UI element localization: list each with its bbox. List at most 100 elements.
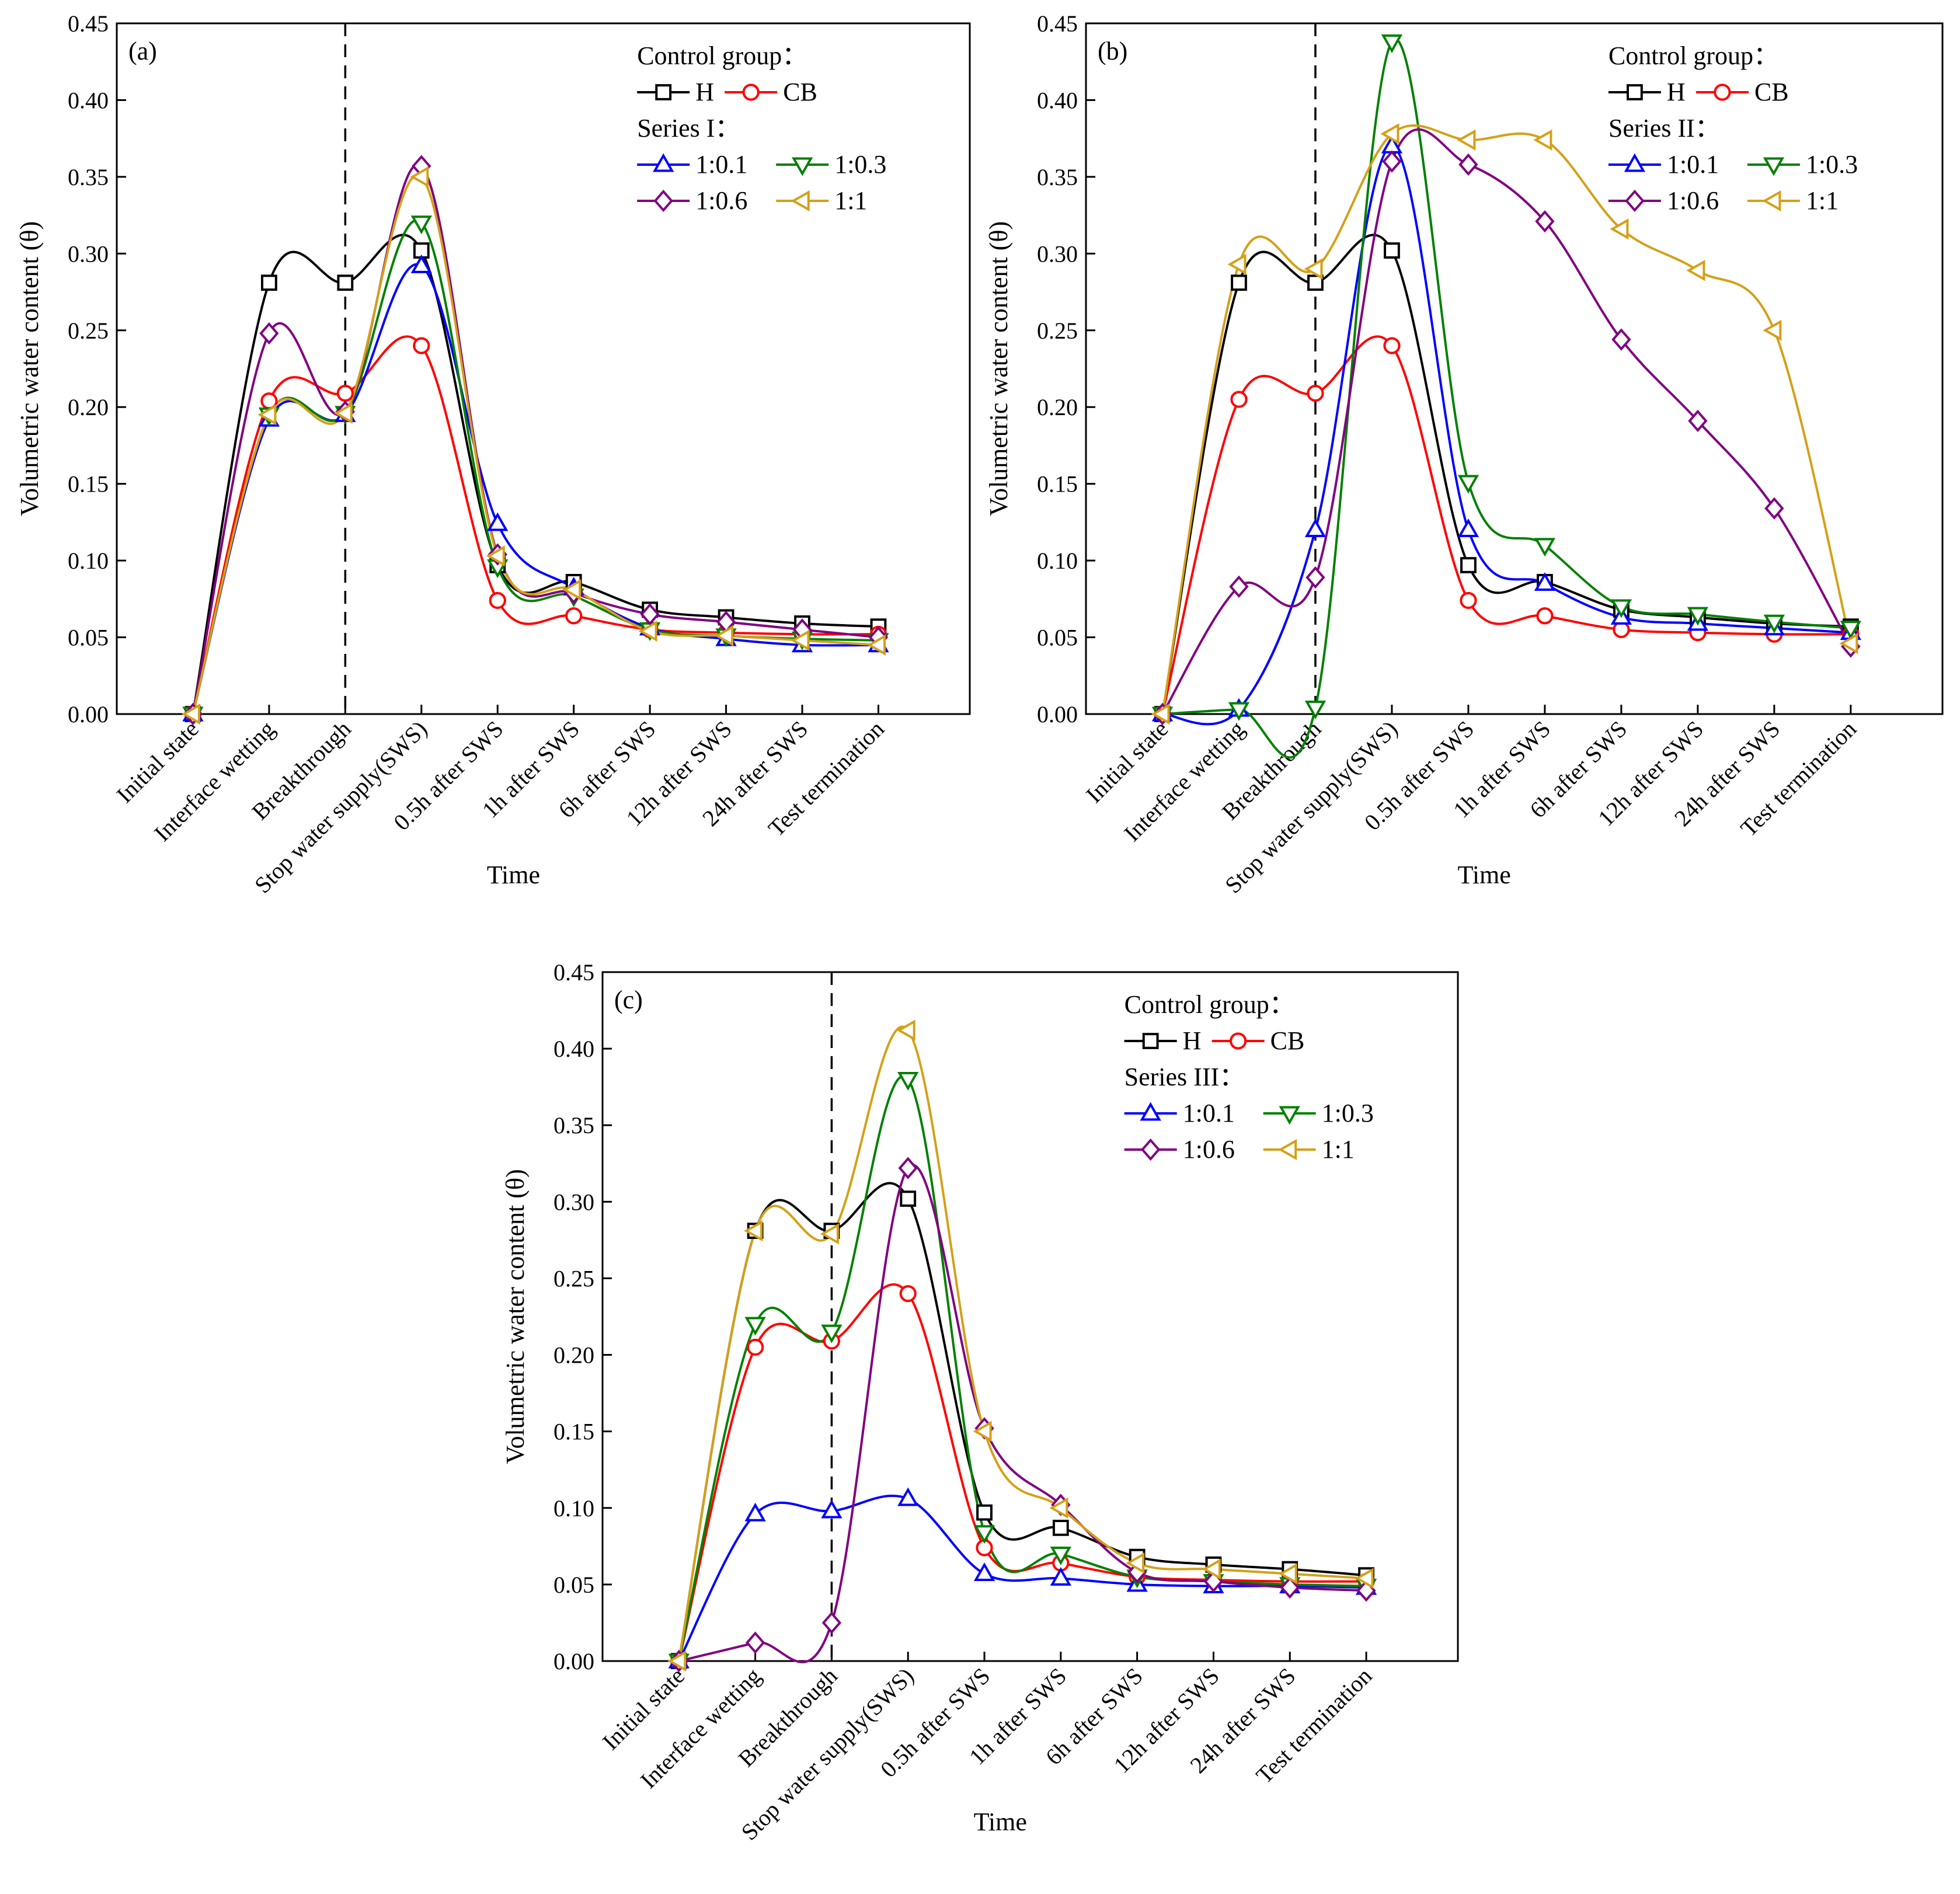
point-1-0-6 [1535, 210, 1555, 233]
point-h [1231, 274, 1247, 291]
point-1-0-1 [487, 512, 509, 531]
legend-marker-h [655, 84, 672, 100]
point-1-0-1 [410, 254, 432, 273]
legend-label-1-0-3: 1:0.3 [1806, 150, 1858, 179]
point-1-1 [896, 1019, 915, 1041]
point-1-1 [181, 703, 200, 725]
point-h [1384, 242, 1400, 259]
point-1-0-6 [898, 1157, 918, 1179]
legend-marker-h [1626, 84, 1643, 100]
point-1-1 [1763, 319, 1782, 341]
point-1-1 [1202, 1558, 1221, 1580]
y-tick-label: 0.35 [1037, 164, 1078, 190]
point-1-0-6 [1764, 497, 1784, 520]
point-cb [489, 591, 506, 610]
series-line-1-0-1 [678, 1495, 1367, 1662]
point-1-0-3 [1228, 702, 1250, 721]
series-line-1-0-3 [1162, 38, 1851, 759]
point-1-0-3 [973, 1525, 995, 1544]
legend-marker-1-0-1 [1624, 153, 1646, 172]
y-tick-label: 0.25 [68, 318, 109, 344]
point-1-1 [744, 1220, 763, 1242]
legend-marker-cb [1230, 1032, 1247, 1050]
point-h [1460, 557, 1477, 573]
y-tick-label: 0.45 [1037, 11, 1078, 37]
y-tick-label: 0.45 [553, 959, 594, 986]
legend-label-1-1: 1:1 [1806, 186, 1839, 215]
point-1-1 [1355, 1568, 1374, 1589]
legend-marker-1-1 [1278, 1139, 1297, 1161]
y-axis-title: Volumetric water content (θ) [984, 221, 1013, 516]
point-1-1 [486, 545, 505, 567]
point-1-1 [1610, 218, 1629, 240]
legend-marker-1-0-6 [1625, 189, 1645, 213]
legend-label-h: H [1667, 78, 1686, 106]
y-tick-label: 0.25 [1037, 318, 1078, 344]
y-tick-label: 0.25 [553, 1265, 594, 1291]
legend-label-1-0-1: 1:0.1 [695, 150, 747, 179]
x-axis-title: Time [1457, 861, 1510, 889]
point-1-1 [1227, 253, 1247, 275]
point-1-1 [562, 579, 582, 601]
point-1-0-6 [1280, 1576, 1300, 1599]
legend-label-h: H [1183, 1026, 1202, 1055]
legend-marker-1-0-1 [1140, 1102, 1161, 1121]
point-1-0-1 [973, 1562, 995, 1582]
legend-series-title: Series I： [637, 114, 740, 142]
point-cb [899, 1285, 917, 1303]
point-1-0-6 [640, 603, 660, 626]
y-tick-label: 0.35 [553, 1112, 594, 1139]
legend-series-title: Series II： [1609, 114, 1721, 142]
point-h [337, 274, 354, 291]
legend-label-1-0-6: 1:0.6 [1183, 1135, 1235, 1164]
point-1-1 [973, 1420, 992, 1442]
legend-label-cb: CB [1754, 78, 1789, 106]
y-tick-label: 0.05 [68, 625, 109, 651]
y-tick-label: 0.45 [68, 11, 109, 37]
y-tick-label: 0.30 [68, 241, 109, 267]
point-cb [1460, 591, 1477, 610]
point-h [900, 1190, 917, 1207]
point-1-0-3 [1381, 34, 1403, 53]
legend-label-1-0-6: 1:0.6 [695, 186, 747, 215]
point-1-0-3 [1763, 614, 1785, 633]
y-tick-label: 0.15 [1037, 471, 1078, 497]
point-cb [413, 337, 430, 354]
point-1-1 [1278, 1563, 1297, 1585]
legend-marker-1-0-6 [653, 189, 673, 213]
legend-marker-1-0-3 [1763, 157, 1785, 176]
legend-label-1-1: 1:1 [1322, 1135, 1355, 1164]
legend-label-1-0-3: 1:0.3 [1322, 1099, 1374, 1127]
point-1-0-3 [821, 1324, 843, 1343]
point-1-0-1 [1457, 518, 1479, 538]
point-1-1 [1380, 123, 1399, 145]
panel-label: (a) [128, 37, 157, 65]
point-cb [1536, 607, 1554, 625]
point-1-1 [1304, 258, 1323, 280]
point-1-0-3 [1840, 621, 1861, 640]
legend-control-title: Control group： [1609, 41, 1779, 70]
point-1-1 [1151, 703, 1170, 725]
legend-label-1-0-1: 1:0.1 [1183, 1099, 1235, 1127]
point-1-0-1 [744, 1502, 766, 1522]
y-tick-label: 0.40 [1037, 87, 1078, 113]
point-h [976, 1504, 993, 1521]
legend-label-cb: CB [783, 78, 817, 106]
point-1-0-6 [1382, 150, 1402, 173]
point-1-0-1 [897, 1487, 919, 1506]
point-1-0-6 [1611, 328, 1631, 351]
y-tick-label: 0.30 [1037, 241, 1078, 267]
point-1-0-1 [821, 1499, 843, 1519]
point-1-0-3 [1050, 1546, 1071, 1565]
y-tick-label: 0.05 [1037, 625, 1078, 651]
legend-marker-cb [1714, 83, 1731, 101]
panel-label: (b) [1098, 37, 1127, 65]
point-1-0-3 [1304, 700, 1327, 719]
point-1-0-1 [1050, 1566, 1071, 1586]
plot-frame [601, 971, 1459, 1662]
y-tick-label: 0.10 [1037, 548, 1078, 574]
point-1-1 [715, 625, 734, 647]
point-1-1 [410, 166, 429, 188]
point-1-0-6 [821, 1611, 842, 1634]
